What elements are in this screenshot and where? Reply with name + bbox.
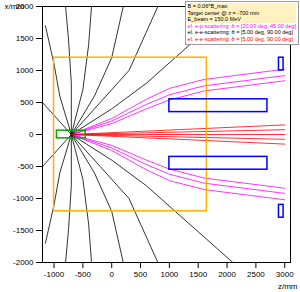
svg-text:2500: 2500 [247,270,265,279]
svg-text:3000: 3000 [276,270,294,279]
svg-text:-500: -500 [17,162,34,171]
svg-text:2000: 2000 [218,270,236,279]
svg-text:-500: -500 [75,270,92,279]
html-text:B = 0.06*B_max: B = 0.06*B_max [187,3,228,9]
html-text:Target center @ z = -700 mm: Target center @ z = -700 mm [187,9,260,16]
svg-text:-1500: -1500 [13,226,34,235]
svg-text:0: 0 [29,130,34,139]
svg-text:1500: 1500 [189,270,207,279]
svg-text:-1000: -1000 [44,270,65,279]
svg-text:0: 0 [109,270,114,279]
svg-text:-1000: -1000 [13,194,34,203]
svg-text:2000: 2000 [15,2,34,12]
svg-text:1500: 1500 [16,34,34,43]
svg-text:-2000: -2000 [13,258,34,267]
html-text:E_beam = 150.0 MeV: E_beam = 150.0 MeV [187,16,241,23]
html-text:el. e-e-scattering: θ = [5.00: el. e-e-scattering: θ = [5.00 deg, 90.00… [187,29,293,36]
svg-text:1000: 1000 [16,66,34,75]
svg-text:500: 500 [20,98,34,107]
html-text:el. e-e-scattering: θ = [5.00: el. e-e-scattering: θ = [5.00 deg, 90.00… [187,36,293,42]
svg-text:x/mm: x/mm [5,2,25,11]
html-text:el. e-p-scattering: θ = [20.00: el. e-p-scattering: θ = [20.00 deg, 45.0… [187,22,296,29]
svg-text:500: 500 [134,270,148,279]
svg-text:1000: 1000 [160,270,178,279]
svg-text:z/mm: z/mm [278,282,298,291]
